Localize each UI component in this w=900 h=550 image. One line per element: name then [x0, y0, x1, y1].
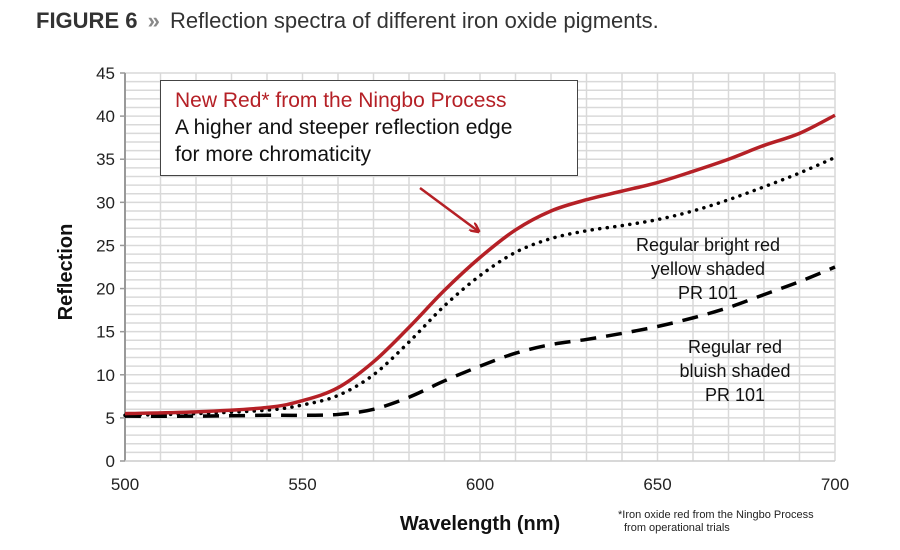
callout-line-1: New Red* from the Ningbo Process [175, 89, 507, 112]
footnote-line-1: *Iron oxide red from the Ningbo Process [618, 509, 814, 521]
y-tick-label: 0 [106, 452, 115, 471]
y-tick-label: 30 [96, 193, 115, 212]
callout-box: New Red* from the Ningbo Process A highe… [160, 80, 578, 176]
figure-caption: Reflection spectra of different iron oxi… [169, 8, 659, 33]
y-tick-label: 45 [96, 64, 115, 83]
x-tick-label: 550 [288, 475, 316, 494]
callout-arrow [419, 186, 478, 231]
label-bluish-red: Regular red bluish shaded PR 101 [630, 335, 840, 407]
label-bluish-red-line-1: Regular red [687, 337, 783, 357]
title-separator: » [147, 8, 160, 33]
series-line-dashed [124, 265, 836, 418]
footnote: *Iron oxide red from the Ningbo Process … [618, 509, 814, 535]
callout-line-3: for more chromaticity [175, 143, 372, 166]
x-tick-label: 650 [643, 475, 671, 494]
x-axis-label: Wavelength (nm) [400, 513, 560, 535]
label-bright-red-line-2: yellow shaded [650, 259, 766, 279]
y-tick-label: 25 [96, 236, 115, 255]
x-tick-label: 500 [111, 475, 139, 494]
label-bright-red: Regular bright red yellow shaded PR 101 [598, 233, 818, 305]
footnote-line-2: from operational trials [624, 522, 730, 534]
label-bluish-red-line-2: bluish shaded [679, 361, 791, 381]
label-bluish-red-line-3: PR 101 [704, 385, 766, 405]
x-tick-label: 700 [821, 475, 849, 494]
y-tick-label: 15 [96, 323, 115, 342]
label-bright-red-line-3: PR 101 [677, 283, 739, 303]
x-tick-label: 600 [466, 475, 494, 494]
y-tick-label: 10 [96, 366, 115, 385]
y-axis-label: Reflection [55, 224, 77, 321]
y-tick-label: 40 [96, 107, 115, 126]
y-tick-label: 20 [96, 280, 115, 299]
callout-line-2: A higher and steeper reflection edge [175, 116, 513, 139]
figure-number: FIGURE 6 [36, 8, 138, 33]
label-bright-red-line-1: Regular bright red [635, 235, 781, 255]
tick-labels: 0 5 10 15 20 25 30 35 40 45 500 550 600 650 700 [96, 64, 849, 494]
y-tick-label: 35 [96, 150, 115, 169]
series-line-dotted [123, 155, 837, 418]
series-line-solid [124, 113, 836, 416]
y-tick-label: 5 [106, 409, 115, 428]
figure-title: FIGURE 6 » Reflection spectra of differe… [36, 8, 659, 34]
axes [120, 72, 835, 462]
series-lines [123, 113, 837, 418]
